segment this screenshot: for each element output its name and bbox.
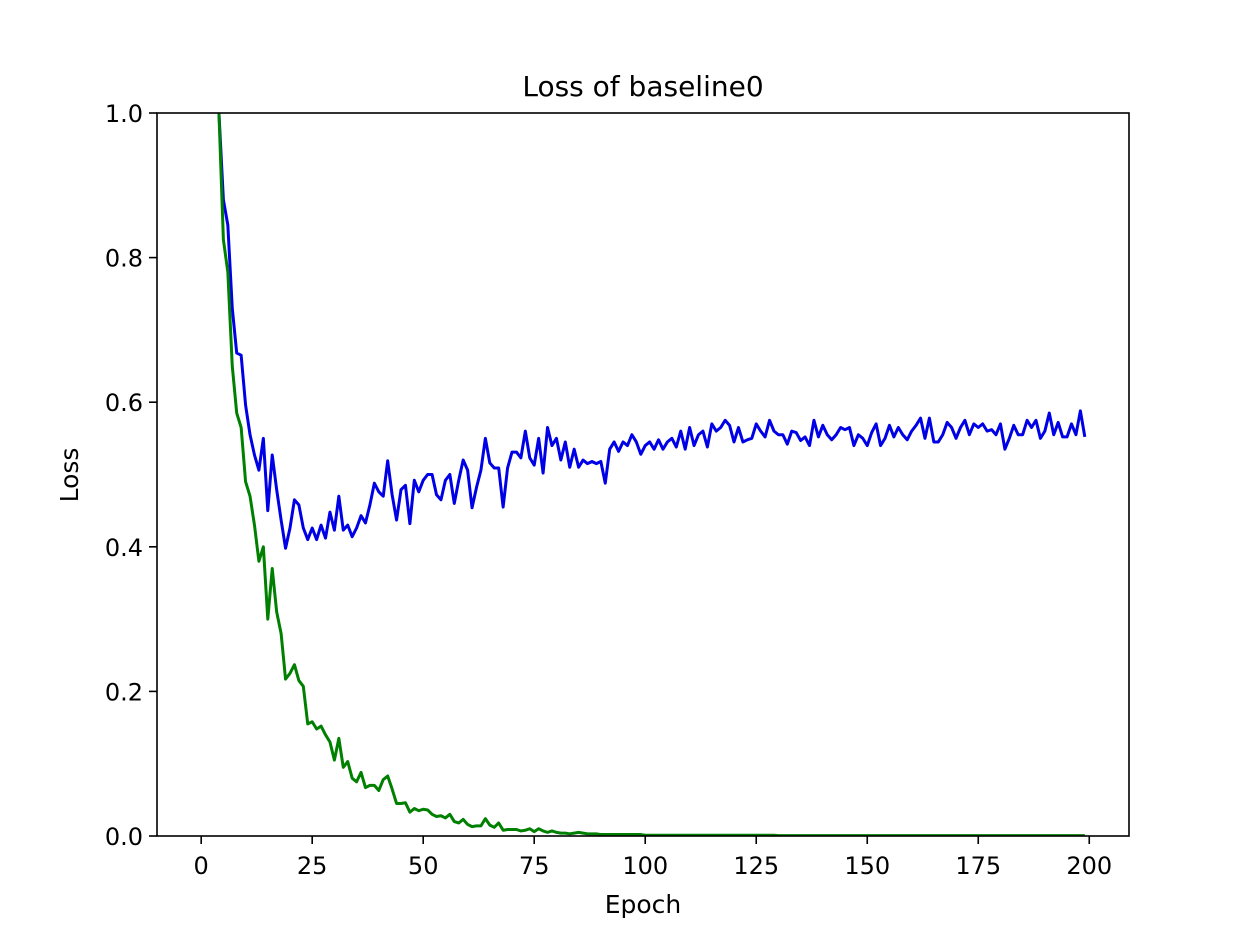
y-axis-label: Loss [55,448,84,503]
x-tick-label: 25 [297,852,328,880]
x-tick-label: 50 [408,852,439,880]
x-tick-label: 100 [622,852,668,880]
x-tick-label: 125 [733,852,779,880]
y-tick-label: 0.2 [105,678,143,706]
x-tick-label: 150 [844,852,890,880]
x-tick-label: 0 [194,852,209,880]
series-line [217,113,1087,550]
y-tick-label: 0.0 [105,823,143,851]
series-line [217,113,1085,836]
chart-title: Loss of baseline0 [522,70,763,103]
x-tick-label: 75 [519,852,550,880]
axes-frame [156,112,1130,837]
plot-area [217,113,1087,836]
x-tick-label: 175 [955,852,1001,880]
y-tick-label: 0.6 [105,389,143,417]
y-tick-label: 1.0 [105,100,143,128]
y-tick-label: 0.8 [105,245,143,273]
y-tick-label: 0.4 [105,534,143,562]
x-tick-label: 200 [1066,852,1112,880]
x-axis-label: Epoch [605,890,682,919]
